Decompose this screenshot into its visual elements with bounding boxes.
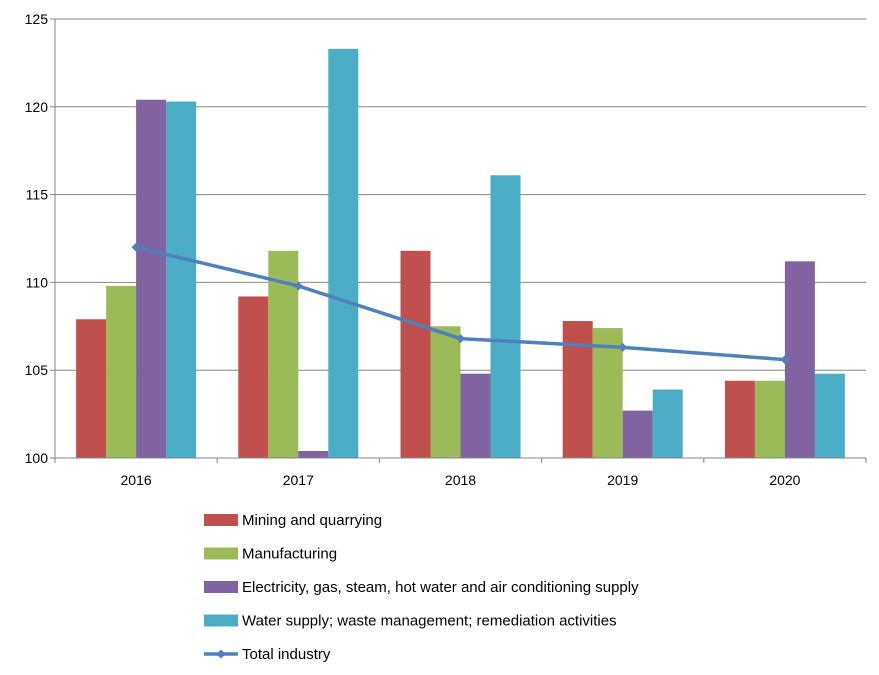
point-total-industry-2020 [780,355,790,365]
bar-manufacturing-2016 [106,285,137,458]
legend-swatch [204,547,238,560]
bar-water-supply-waste-management-remediation-activities-2018 [490,175,521,458]
legend-label: Electricity, gas, steam, hot water and a… [242,579,639,596]
total-line [131,242,790,365]
y-tick-label: 105 [25,362,49,378]
bars [76,48,845,459]
bar-electricity-gas-steam-hot-water-and-air-conditioning-supply-2018 [460,373,491,458]
x-tick-label: 2016 [121,472,152,488]
point-total-industry-2018 [456,334,465,344]
legend-swatch [204,581,238,593]
bar-electricity-gas-steam-hot-water-and-air-conditioning-supply-2016 [136,99,167,458]
bar-electricity-gas-steam-hot-water-and-air-conditioning-supply-2020 [784,261,815,458]
y-tick-label: 115 [26,187,49,203]
bar-manufacturing-2018 [430,326,461,458]
bar-water-supply-waste-management-remediation-activities-2016 [166,101,197,459]
bar-electricity-gas-steam-hot-water-and-air-conditioning-supply-2019 [622,410,653,458]
legend-label: Mining and quarrying [242,512,382,529]
y-tick-label: 125 [25,11,49,27]
legend-label: Water supply; waste management; remediat… [242,613,617,630]
point-total-industry-2016 [131,242,141,252]
bar-electricity-gas-steam-hot-water-and-air-conditioning-supply-2017 [298,450,329,458]
legend-label: Total industry [242,646,331,663]
bar-water-supply-waste-management-remediation-activities-2019 [652,389,683,458]
bar-manufacturing-2019 [592,328,623,458]
x-tick-label: 2019 [607,472,638,488]
y-tick-label: 110 [26,274,49,290]
legend-label: Manufacturing [242,546,337,563]
y-tick-label: 120 [25,99,49,115]
bar-manufacturing-2020 [754,380,785,458]
legend: Mining and quarrying Manufacturing Electri… [204,512,639,663]
legend-marker [216,649,226,659]
bar-mining-and-quarrying-2018 [400,250,431,458]
legend-swatch [204,514,238,526]
x-axis-ticks: 2016 2017 2018 2019 2020 [121,472,801,488]
x-tick-label: 2018 [445,472,476,488]
legend-swatch [204,614,238,627]
bar-water-supply-waste-management-remediation-activities-2020 [814,373,845,458]
bar-mining-and-quarrying-2019 [562,321,593,458]
y-axis-ticks: 100 105 110 115 120 125 [25,11,49,466]
bar-mining-and-quarrying-2017 [238,296,269,458]
bar-mining-and-quarrying-2020 [724,380,755,458]
x-tick-label: 2020 [769,472,800,488]
bar-mining-and-quarrying-2016 [76,319,107,458]
bar-water-supply-waste-management-remediation-activities-2017 [328,48,359,459]
y-tick-label: 100 [25,450,49,466]
x-tick-label: 2017 [283,472,314,488]
point-total-industry-2019 [618,342,628,352]
axes [50,18,867,463]
point-total-industry-2017 [293,281,303,291]
